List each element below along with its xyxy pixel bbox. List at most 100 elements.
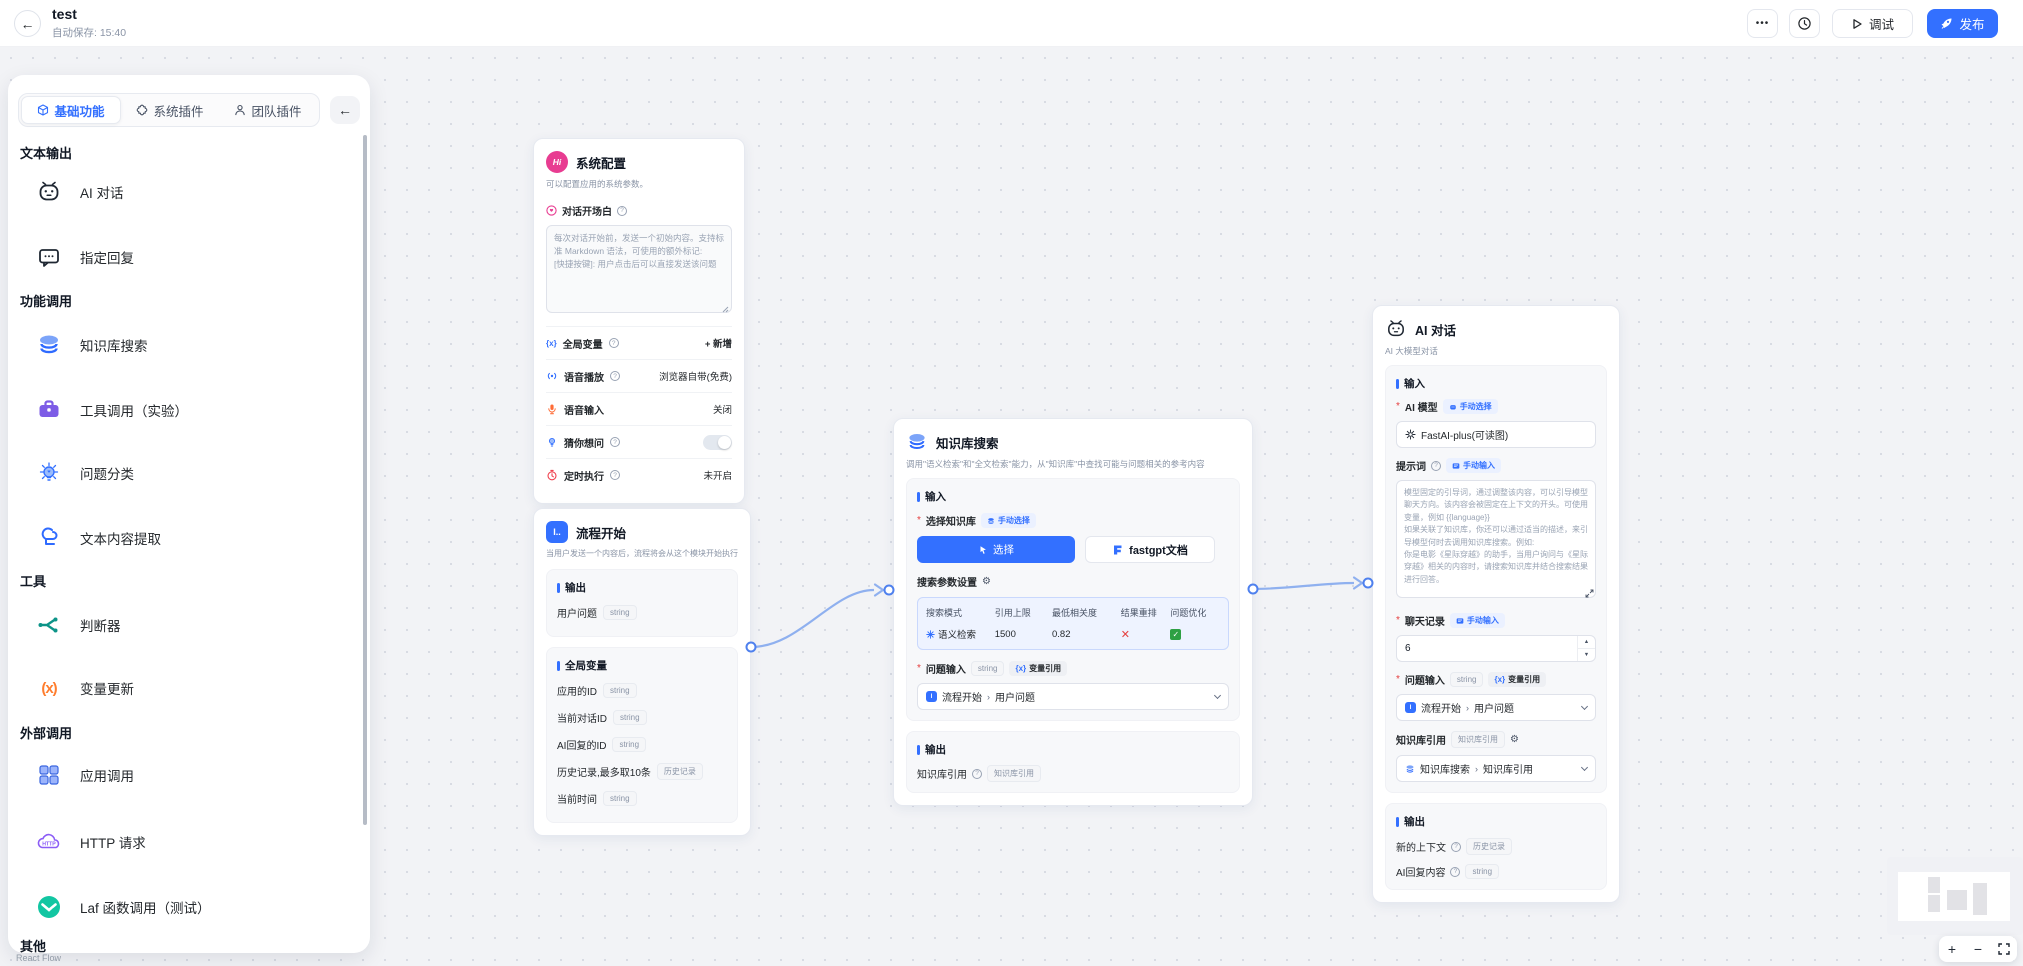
question-guide-toggle[interactable] <box>703 434 732 450</box>
mini-flow-start-icon: I <box>1405 702 1416 713</box>
source-field-name: 知识库引用 <box>1483 765 1533 776</box>
sidebar-item-http-request[interactable]: HTTP HTTP 请求 <box>8 810 364 874</box>
table-header: 最低相关度 <box>1052 608 1098 618</box>
sidebar-item-app-call[interactable]: 应用调用 <box>8 743 364 807</box>
sidebar-item-content-extract[interactable]: 文本内容提取 <box>8 506 364 570</box>
selected-dataset-card[interactable]: fastgpt文档 <box>1085 536 1215 563</box>
reply-bubble-icon <box>34 242 64 272</box>
global-var-label: 当前对话ID <box>557 714 607 725</box>
minimap[interactable] <box>1898 872 2010 921</box>
sidebar-item-ai-chat[interactable]: AI 对话 <box>8 160 364 224</box>
publish-button[interactable]: 发布 <box>1927 9 1998 38</box>
choose-dataset-button[interactable]: 选择 <box>917 536 1075 563</box>
question-source-select[interactable]: I 流程开始 › 用户问题 <box>917 683 1229 710</box>
gear-icon[interactable]: ⚙ <box>1510 734 1519 745</box>
chevron-right-separator: › <box>1466 702 1469 713</box>
similarity-value: 0.82 <box>1052 628 1071 640</box>
model-select[interactable]: FastAI-plus(可读图) <box>1396 421 1596 448</box>
add-variable-button[interactable]: + 新增 <box>704 339 732 350</box>
question-source-select[interactable]: I 流程开始 › 用户问题 <box>1396 694 1596 721</box>
variables-icon: {x} <box>546 338 557 348</box>
ai-chat-node-icon <box>1385 318 1407 340</box>
welcome-label: 对话开场白 <box>562 207 612 218</box>
query-extension-enabled-icon: ✓ <box>1170 628 1182 640</box>
fit-view-button[interactable] <box>1993 938 2015 960</box>
node-ai-chat[interactable]: AI 对话 AI 大模型对话 输入 * AI 模型 手动选择 FastAI-pl… <box>1372 305 1620 903</box>
sidebar-collapse-button[interactable]: ← <box>330 96 360 124</box>
stepper-down-icon[interactable]: ▼ <box>1583 652 1590 658</box>
varref-icon: {x} <box>1494 675 1506 684</box>
chevron-down-icon <box>1580 702 1589 711</box>
zoom-in-button[interactable]: + <box>1947 941 1957 957</box>
required-asterisk: * <box>1396 615 1400 626</box>
node-subtitle: 可以配置应用的系统参数。 <box>546 179 649 189</box>
node-dataset-search[interactable]: 知识库搜索 调用"语义检索"和"全文检索"能力，从"知识库"中查找可能与问题相关… <box>893 418 1253 806</box>
robot-icon <box>34 177 64 207</box>
expand-icon[interactable] <box>1585 589 1594 598</box>
history-count-input[interactable]: 6 ▲ ▼ <box>1396 635 1596 662</box>
welcome-icon <box>546 205 557 216</box>
sidebar-scrollbar[interactable] <box>363 135 367 825</box>
tab-team-plugins[interactable]: 团队插件 <box>219 96 317 124</box>
tab-basic-modules[interactable]: 基础功能 <box>21 96 121 124</box>
debug-button[interactable]: 调试 <box>1832 9 1913 38</box>
chevron-right-separator: › <box>1475 763 1478 774</box>
cite-input-label: 知识库引用 <box>1396 736 1446 747</box>
type-tag: string <box>970 661 1005 676</box>
section-bar <box>557 660 560 671</box>
resize-handle-icon <box>721 305 729 313</box>
history-button[interactable] <box>1789 9 1820 38</box>
cite-output-label: 知识库引用 <box>917 770 967 781</box>
type-tag: string <box>603 683 637 698</box>
help-icon: ? <box>610 470 620 480</box>
section-heading-function-call: 功能调用 <box>20 294 73 309</box>
sidebar-item-assigned-reply[interactable]: 指定回复 <box>8 225 364 289</box>
sidebar-item-laf-function[interactable]: Laf 函数调用（测试） <box>8 875 364 939</box>
stt-value[interactable]: 关闭 <box>712 405 732 416</box>
node-flow-start[interactable]: I.. 流程开始 当用户发送一个内容后，流程将会从这个模块开始执行。 输出 用户… <box>533 508 751 836</box>
number-stepper[interactable]: ▲ ▼ <box>1577 636 1595 661</box>
section-heading-text-output: 文本输出 <box>20 146 73 161</box>
back-button[interactable]: ← <box>14 10 41 37</box>
type-tag: string <box>1465 864 1500 879</box>
flow-start-globals-card: 全局变量 应用的ID string 当前对话ID string AI回复的ID … <box>546 647 738 823</box>
tts-value[interactable]: 浏览器自带(免费) <box>659 372 732 383</box>
ai-chat-output-card: 输出 新的上下文 ? 历史记录 AI回复内容 ? string <box>1385 803 1607 890</box>
sidebar-item-tool-call[interactable]: 工具调用（实验） <box>8 378 364 442</box>
required-asterisk: * <box>917 663 921 674</box>
branch-icon <box>34 610 64 640</box>
sidebar-item-judge[interactable]: 判断器 <box>8 593 364 657</box>
sidebar-item-variable-update[interactable]: (x) 变量更新 <box>8 656 364 720</box>
schedule-value[interactable]: 未开启 <box>703 471 732 482</box>
more-actions-button[interactable]: ••• <box>1747 9 1778 38</box>
minimap-node <box>1973 883 1987 915</box>
gear-icon[interactable]: ⚙ <box>982 576 991 587</box>
search-params-table[interactable]: 搜索模式 引用上限 最低相关度 结果重排 问题优化 语义检索 1500 0.82… <box>917 597 1229 650</box>
dataset-output-card: 输出 知识库引用 ? 知识库引用 <box>906 731 1240 793</box>
http-cloud-icon: HTTP <box>34 827 64 857</box>
stepper-up-icon[interactable]: ▲ <box>1578 636 1595 649</box>
node-title: AI 对话 <box>1415 323 1456 338</box>
type-tag: string <box>603 605 637 620</box>
section-heading-external-call: 外部调用 <box>20 726 73 741</box>
tag-label: 手动选择 <box>997 516 1030 525</box>
sidebar-item-dataset-search[interactable]: 知识库搜索 <box>8 313 364 377</box>
node-title: 流程开始 <box>576 526 627 541</box>
publish-label: 发布 <box>1959 18 1985 32</box>
table-header: 引用上限 <box>994 608 1031 618</box>
tab-system-plugins[interactable]: 系统插件 <box>121 96 219 124</box>
cite-source-select[interactable]: 知识库搜索 › 知识库引用 <box>1396 755 1596 782</box>
zoom-out-button[interactable]: − <box>1973 941 1983 957</box>
autosave-status: 自动保存: 15:40 <box>52 27 127 39</box>
node-system-config[interactable]: Hi 系统配置 可以配置应用的系统参数。 对话开场白 ? {x} 全局变量 ? … <box>533 138 745 504</box>
sidebar-item-question-classify[interactable]: 问题分类 <box>8 441 364 505</box>
welcome-textarea[interactable] <box>546 225 732 313</box>
bulb-icon <box>546 436 558 448</box>
prompt-textarea[interactable] <box>1396 480 1596 598</box>
ai-chat-input-card: 输入 * AI 模型 手动选择 FastAI-plus(可读图) 提示词 ? 手… <box>1385 365 1607 793</box>
rerank-disabled-icon: ✕ <box>1120 628 1130 641</box>
node-subtitle: 当用户发送一个内容后，流程将会从这个模块开始执行。 <box>546 549 738 558</box>
type-tag: 知识库引用 <box>987 765 1041 782</box>
help-icon: ? <box>608 338 619 348</box>
flow-start-output-card: 输出 用户问题 string <box>546 569 738 637</box>
